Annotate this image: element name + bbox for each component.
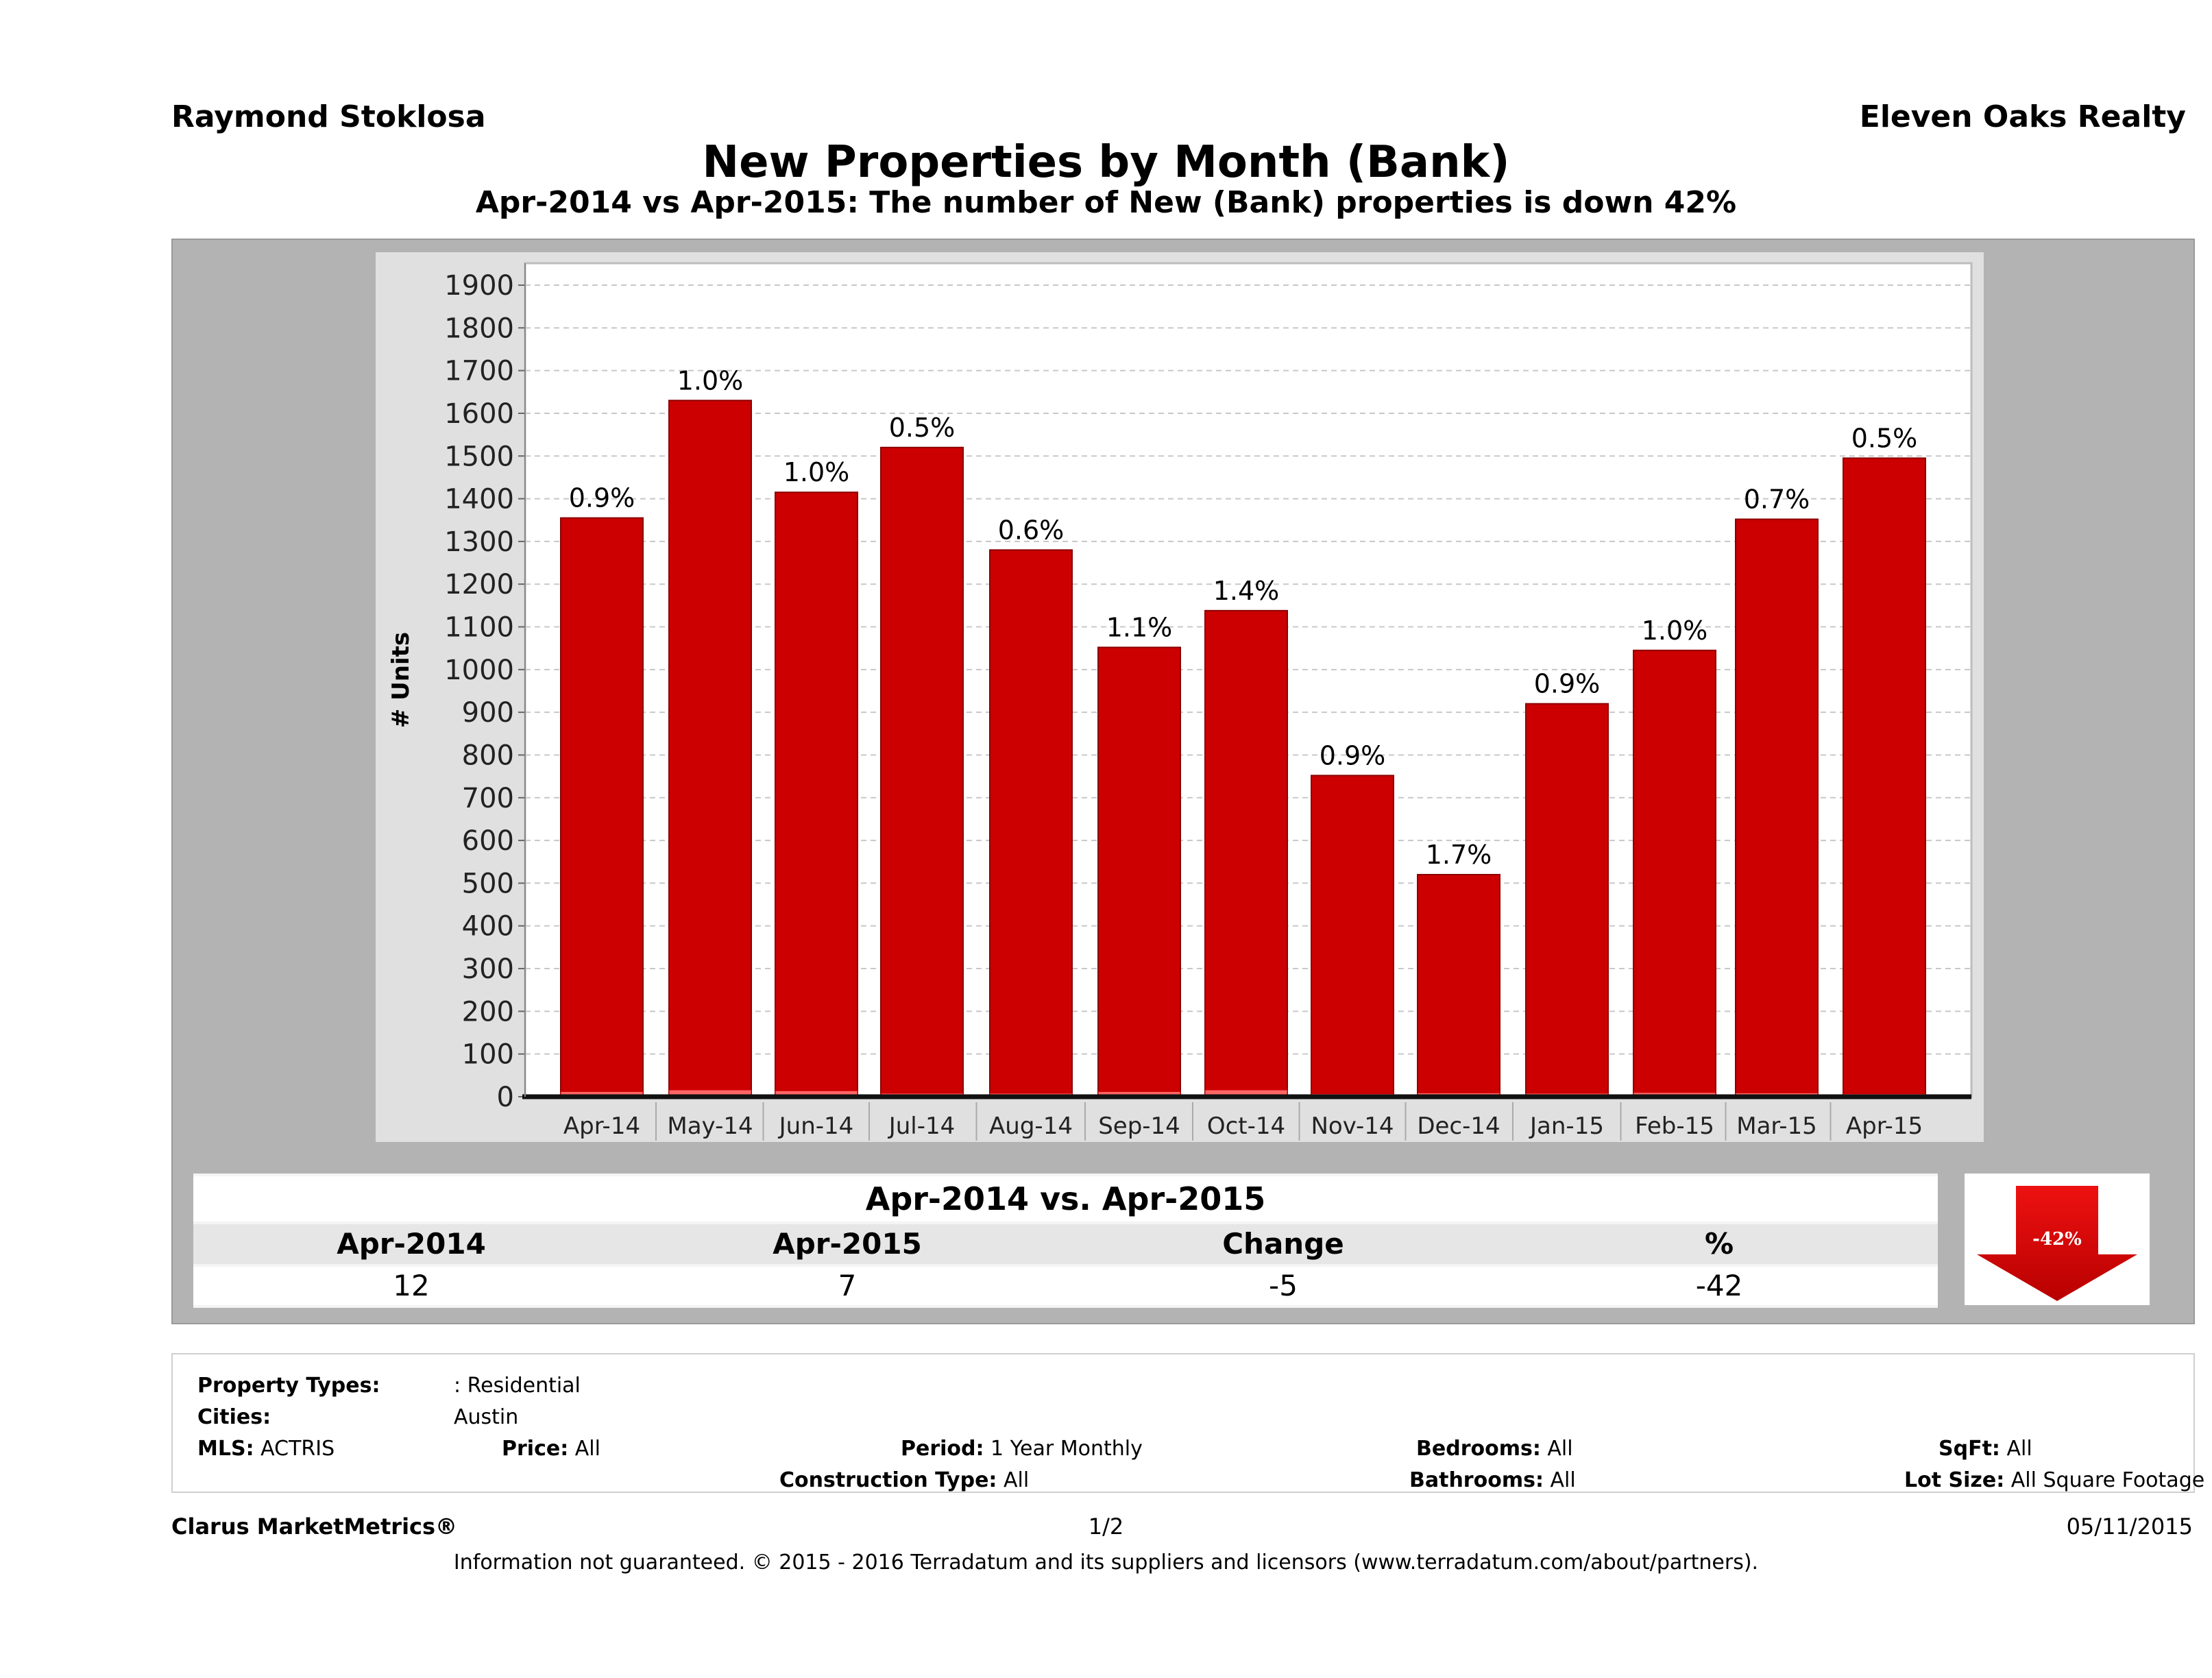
x-tick-label: Aug-14 bbox=[989, 1112, 1073, 1140]
y-tick-label: 300 bbox=[462, 953, 514, 985]
x-tick-label: Apr-15 bbox=[1846, 1112, 1923, 1140]
x-tick-label: Feb-15 bbox=[1635, 1112, 1714, 1140]
x-tick-label: Sep-14 bbox=[1098, 1112, 1180, 1140]
bar bbox=[1204, 609, 1288, 1097]
data-label: 0.5% bbox=[1851, 423, 1918, 453]
down-arrow-icon: -42% bbox=[1977, 1186, 2137, 1301]
x-tick-label: Dec-14 bbox=[1417, 1112, 1500, 1140]
bar bbox=[1633, 649, 1716, 1097]
value-apr-2015: 7 bbox=[838, 1269, 857, 1302]
criteria-box: Property Types: : Residential Cities: Au… bbox=[171, 1353, 2204, 1493]
y-tick-label: 700 bbox=[462, 783, 514, 814]
x-tick-label: Oct-14 bbox=[1207, 1112, 1285, 1140]
data-label: 1.1% bbox=[1106, 612, 1173, 642]
bar bbox=[989, 549, 1073, 1097]
y-tick-label: 1700 bbox=[444, 356, 514, 387]
y-tick-label: 1400 bbox=[444, 484, 514, 515]
y-tick-label: 400 bbox=[462, 911, 514, 943]
comparison-header-row: Apr-2014 Apr-2015 Change % bbox=[193, 1224, 1938, 1264]
y-tick-label: 200 bbox=[462, 996, 514, 1028]
data-label: 1.0% bbox=[783, 457, 850, 487]
bar bbox=[1417, 873, 1500, 1097]
y-tick-label: 1300 bbox=[444, 526, 514, 558]
x-tick-label: Apr-14 bbox=[563, 1112, 640, 1140]
comparison-title: Apr-2014 vs. Apr-2015 bbox=[193, 1176, 1938, 1221]
bar bbox=[1311, 775, 1394, 1097]
data-label: 0.9% bbox=[1534, 669, 1601, 699]
property-types: Property Types: bbox=[197, 1374, 380, 1398]
construction-type: Construction Type: All bbox=[779, 1468, 1030, 1492]
bar bbox=[668, 400, 752, 1097]
y-tick-label: 500 bbox=[462, 868, 514, 899]
x-tick-label: May-14 bbox=[667, 1112, 753, 1140]
y-tick-label: 1000 bbox=[444, 655, 514, 686]
comparison-value-row: 12 7 -5 -42 bbox=[193, 1267, 1938, 1305]
data-label: 1.7% bbox=[1426, 840, 1492, 870]
value-percent: -42 bbox=[1695, 1269, 1743, 1302]
y-tick-label: 1600 bbox=[444, 398, 514, 430]
header-change: Change bbox=[1222, 1227, 1344, 1261]
y-tick-label: 800 bbox=[462, 740, 514, 771]
report-date: 05/11/2015 bbox=[2066, 1513, 2193, 1540]
y-tick-label: 900 bbox=[462, 697, 514, 729]
lot-size: Lot Size: All Square Footage bbox=[1904, 1468, 2205, 1492]
disclaimer: Information not guaranteed. © 2015 - 201… bbox=[453, 1551, 1759, 1574]
agent-name: Raymond Stoklosa bbox=[171, 99, 486, 134]
bar bbox=[1843, 457, 1926, 1097]
bar bbox=[1525, 703, 1609, 1097]
x-tick-label: Jan-15 bbox=[1529, 1112, 1604, 1140]
chart-title: New Properties by Month (Bank) bbox=[702, 137, 1510, 188]
cities-value: Austin bbox=[454, 1405, 519, 1429]
brokerage-name: Eleven Oaks Realty bbox=[1859, 99, 2186, 134]
y-tick-label: 100 bbox=[462, 1039, 514, 1071]
price: Price: All bbox=[502, 1437, 600, 1461]
brand-name: Clarus MarketMetrics® bbox=[171, 1513, 458, 1540]
x-tick-label: Nov-14 bbox=[1311, 1112, 1394, 1140]
arrow-label: -42% bbox=[2032, 1229, 2082, 1250]
data-label: 0.5% bbox=[889, 413, 956, 443]
y-tick-label: 1100 bbox=[444, 612, 514, 644]
data-label: 1.4% bbox=[1213, 576, 1280, 606]
bar bbox=[560, 517, 644, 1098]
y-tick-label: 1500 bbox=[444, 441, 514, 472]
data-label: 1.0% bbox=[677, 365, 744, 396]
data-label: 0.7% bbox=[1744, 484, 1810, 514]
y-tick-label: 1800 bbox=[444, 313, 514, 344]
sqft: SqFt: All bbox=[1938, 1437, 2032, 1461]
y-tick-label: 1900 bbox=[444, 270, 514, 302]
y-tick-label: 600 bbox=[462, 825, 514, 857]
mls: MLS: ACTRIS bbox=[197, 1437, 335, 1461]
page-number: 1/2 bbox=[1088, 1513, 1124, 1540]
bar bbox=[880, 446, 964, 1097]
header-percent: % bbox=[1704, 1227, 1734, 1261]
data-label: 0.6% bbox=[998, 515, 1065, 545]
cities: Cities: bbox=[197, 1405, 271, 1429]
x-tick-label: Jul-14 bbox=[888, 1112, 956, 1140]
data-label: 0.9% bbox=[569, 483, 635, 513]
y-tick-label: 1200 bbox=[444, 569, 514, 600]
x-tick-label: Jun-14 bbox=[778, 1112, 854, 1140]
period: Period: 1 Year Monthly bbox=[901, 1437, 1143, 1461]
property-types-value: : Residential bbox=[454, 1374, 581, 1398]
bar bbox=[1097, 646, 1181, 1097]
data-label: 0.9% bbox=[1320, 740, 1386, 770]
header-apr-2015: Apr-2015 bbox=[773, 1227, 922, 1261]
chart-subtitle: Apr-2014 vs Apr-2015: The number of New … bbox=[475, 185, 1737, 220]
x-tick-label: Mar-15 bbox=[1736, 1112, 1817, 1140]
y-axis-label: # Units bbox=[387, 632, 415, 728]
bar bbox=[1735, 518, 1819, 1097]
y-tick-label: 0 bbox=[497, 1082, 514, 1113]
value-apr-2014: 12 bbox=[393, 1269, 430, 1302]
data-label: 1.0% bbox=[1642, 616, 1708, 646]
header-apr-2014: Apr-2014 bbox=[337, 1227, 486, 1261]
bathrooms: Bathrooms: All bbox=[1409, 1468, 1576, 1492]
bar bbox=[775, 491, 858, 1097]
value-change: -5 bbox=[1269, 1269, 1298, 1302]
bedrooms: Bedrooms: All bbox=[1416, 1437, 1573, 1461]
bar-chart: 0 100 200 300 400 500 600 700 800 900 1000 1100 1200… bbox=[387, 262, 1973, 1141]
